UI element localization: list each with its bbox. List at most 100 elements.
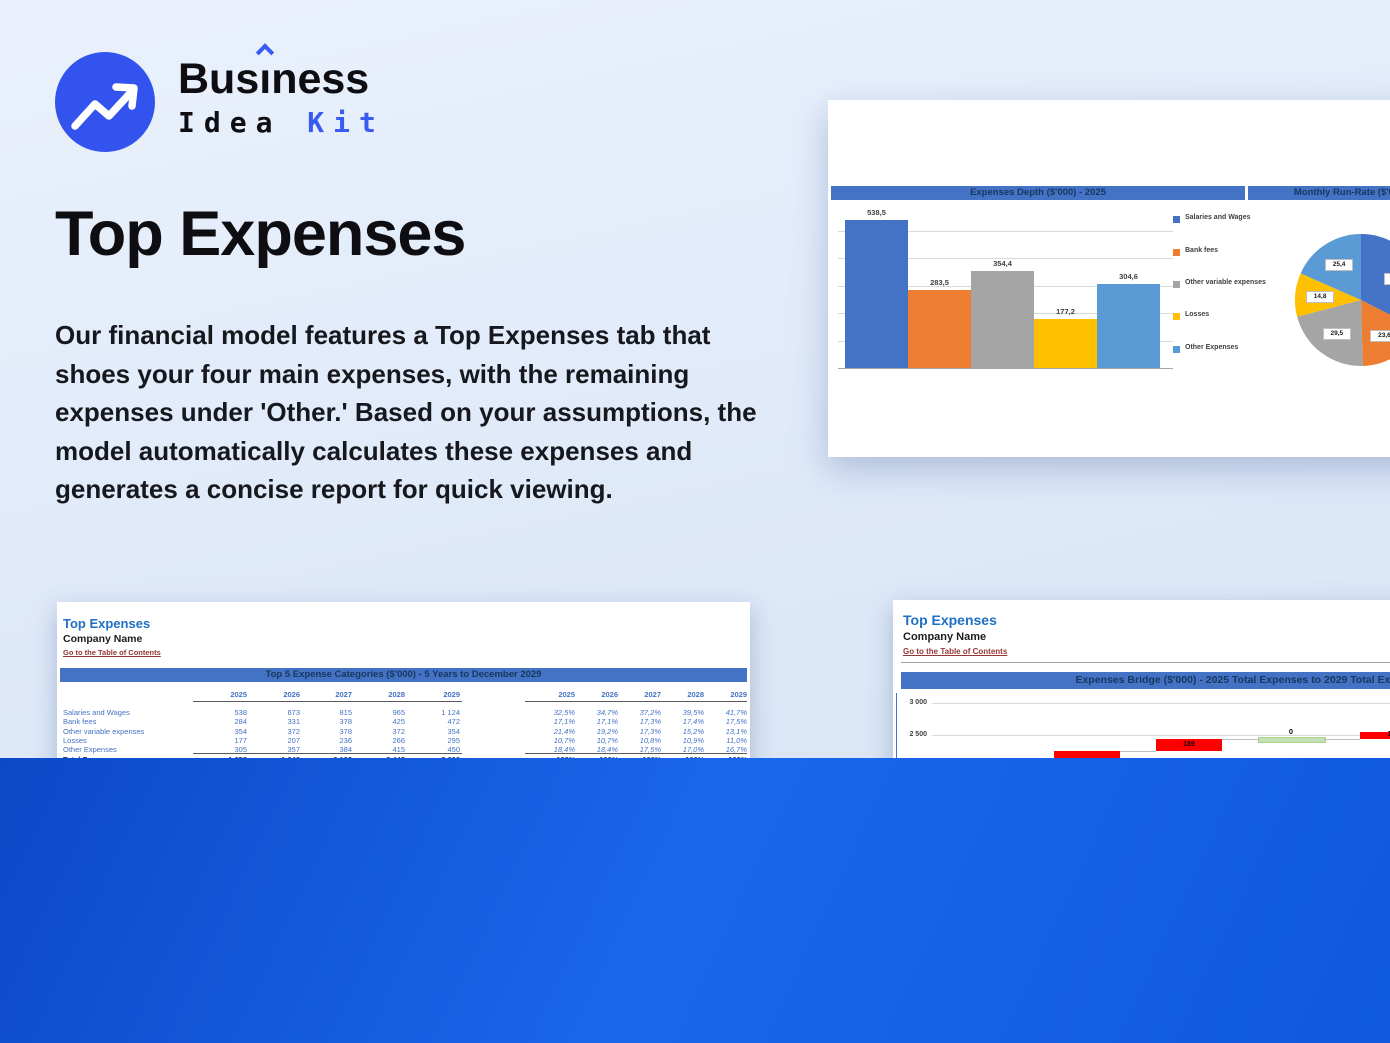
row-label: Other Expenses (63, 745, 117, 755)
value-cell: 378 (339, 717, 352, 727)
waterfall-increase-bar (1156, 739, 1222, 752)
value-cell: 305 (234, 745, 247, 755)
column-chart-legend: Salaries and Wages Bank fees Other variabl… (1173, 203, 1273, 373)
column-chart-title-bar: Expenses Depth ($'000) - 2025 (831, 186, 1245, 200)
pie-data-label: 25,4 (1325, 259, 1354, 272)
data-label: 0 (1288, 727, 1294, 737)
value-cell: 415 (392, 745, 405, 755)
year-header: 2027 (335, 690, 352, 699)
pie-slice (1361, 234, 1390, 315)
expenses-depth-report-card: Expenses Depth ($'000) - 2025 Monthly Ru… (828, 100, 1390, 457)
pct-cell: 10,9% (682, 735, 704, 745)
waterfall-zero-marker (1258, 737, 1326, 744)
legend-marker (1173, 313, 1180, 320)
value-cell: 1 124 (441, 708, 460, 717)
pct-cell: 15,2% (682, 726, 704, 736)
value-cell: 378 (339, 726, 352, 736)
value-cell: 284 (234, 717, 247, 727)
legend-label: Losses (1185, 311, 1210, 318)
legend-label: Other variable expenses (1185, 279, 1266, 286)
year-header: 2028 (687, 690, 704, 699)
value-cell: 295 (447, 735, 460, 745)
year-header: 2028 (388, 690, 405, 699)
report-title: Top Expenses (903, 612, 997, 628)
pct-cell: 37,2% (639, 708, 661, 717)
data-label: 538,5 (867, 207, 886, 217)
value-cell: 354 (447, 726, 460, 736)
table-of-contents-link[interactable]: Go to the Table of Contents (903, 647, 1008, 656)
year-header: 2025 (558, 690, 575, 699)
monthly-run-rate-pie-chart: 44,9 23,6 29,5 14,8 25,4 (1293, 232, 1390, 368)
value-cell: 236 (339, 735, 352, 745)
data-label: 354,4 (993, 258, 1012, 268)
legend-label: Other Expenses (1185, 344, 1239, 351)
year-header: 2025 (230, 690, 247, 699)
pct-cell: 17,3% (639, 726, 661, 736)
page-title: Top Expenses (55, 199, 466, 269)
waterfall-increase-bar (1360, 731, 1390, 740)
brand-line2: Idea Kit (178, 106, 385, 139)
pie-data-label: 44,9 (1383, 272, 1390, 285)
column-bar (1097, 284, 1160, 368)
value-cell: 965 (392, 708, 405, 717)
year-header: 2029 (443, 690, 460, 699)
pct-cell: 32,5% (553, 708, 575, 717)
pct-cell: 18,4% (596, 745, 618, 755)
pct-cell: 10,7% (596, 735, 618, 745)
legend-label: Bank fees (1185, 247, 1219, 254)
pct-cell: 21,4% (553, 726, 575, 736)
pct-cell: 17,1% (596, 717, 618, 727)
divider (901, 662, 1390, 663)
data-label: 177,2 (1056, 307, 1075, 317)
pct-cell: 17,4% (682, 717, 704, 727)
value-cell: 177 (234, 735, 247, 745)
column-bar (845, 219, 908, 368)
expenses-depth-column-chart: 538,5 283,5 354,4 177,2 304,6 (838, 203, 1173, 383)
header-underline (525, 700, 747, 702)
value-cell: 450 (447, 745, 460, 755)
year-header: 2026 (601, 690, 618, 699)
value-cell: 266 (392, 735, 405, 745)
pct-cell: 17,3% (639, 717, 661, 727)
value-cell: 472 (447, 717, 460, 727)
value-cell: 372 (287, 726, 300, 736)
value-cell: 372 (392, 726, 405, 736)
footer-band (0, 758, 1390, 1043)
page-description: Our financial model features a Top Expen… (55, 320, 757, 504)
value-cell: 207 (287, 735, 300, 745)
total-topline (525, 752, 747, 754)
pct-cell: 17,0% (682, 745, 704, 755)
legend-label: Salaries and Wages (1185, 214, 1251, 221)
grid-line (838, 258, 1173, 259)
value-cell: 538 (234, 708, 247, 717)
pct-cell: 13,1% (725, 726, 747, 736)
pct-cell: 39,5% (682, 708, 704, 717)
top5-expense-table: 2025 2025 2026 2026 2027 2027 2028 2028 2029 2029… (63, 688, 747, 764)
grid-line (932, 703, 1390, 704)
value-cell: 331 (287, 717, 300, 727)
column-bar (971, 270, 1034, 368)
legend-marker (1173, 249, 1180, 256)
pct-cell: 11,0% (726, 735, 747, 745)
value-cell: 357 (287, 745, 300, 755)
value-cell: 384 (339, 745, 352, 755)
column-bar (908, 290, 971, 368)
waterfall-connector (1120, 751, 1156, 753)
y-tick-label: 3 000 (909, 699, 927, 706)
waterfall-connector (1324, 739, 1360, 741)
report-title: Top Expenses (63, 616, 151, 631)
pct-cell: 17,5% (639, 745, 661, 755)
bridge-chart-title-bar: Expenses Bridge ($'000) - 2025 Total Exp… (901, 672, 1390, 689)
pct-cell: 41,7% (725, 708, 747, 717)
header-underline (193, 700, 462, 702)
company-name: Company Name (903, 631, 987, 643)
pct-cell: 10,8% (639, 735, 661, 745)
row-label: Salaries and Wages (63, 708, 130, 717)
legend-marker (1173, 346, 1180, 353)
value-cell: 354 (234, 726, 247, 736)
year-header: 2029 (730, 690, 747, 699)
pct-cell: 18,4% (553, 745, 575, 755)
pct-cell: 34,7% (596, 708, 618, 717)
table-of-contents-link[interactable]: Go to the Table of Contents (63, 648, 161, 657)
